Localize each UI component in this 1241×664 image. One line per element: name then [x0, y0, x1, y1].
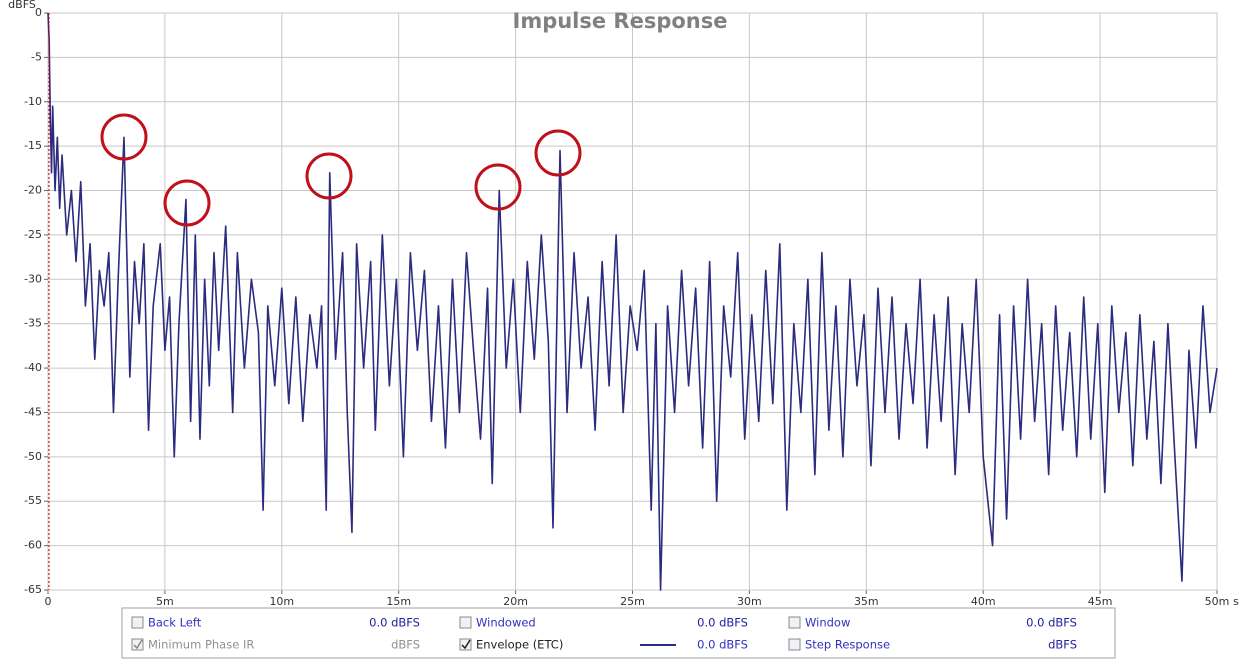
x-tick-label: 50m	[1205, 595, 1230, 608]
y-tick-label: -50	[24, 450, 42, 463]
x-tick-label: 25m	[620, 595, 645, 608]
highlight-circle	[163, 179, 211, 227]
legend: Back Left 0.0 dBFS Windowed 0.0 dBFS Window 0…	[131, 616, 1077, 652]
checkbox[interactable]	[131, 638, 144, 651]
x-tick-label: 10m	[269, 595, 294, 608]
checkbox[interactable]	[459, 638, 472, 651]
legend-panel	[121, 607, 1116, 659]
legend-label: Back Left	[148, 616, 202, 630]
y-tick-label: 0	[35, 6, 42, 19]
y-tick-label: -15	[24, 139, 42, 152]
legend-value: 0.0 dBFS	[369, 616, 420, 630]
legend-label: Envelope (ETC)	[476, 638, 563, 652]
y-tick-label: -60	[24, 539, 42, 552]
y-tick-label: -40	[24, 361, 42, 374]
y-tick-label: -10	[24, 95, 42, 108]
grid: 0 5m 10m 15m 20m 25m 30m 35m 40m 45m 50m 0 -5 -10 -15 -…	[24, 6, 1229, 608]
y-tick-label: -65	[24, 583, 42, 596]
checkbox[interactable]	[788, 616, 801, 629]
checkmark	[133, 639, 143, 650]
highlight-circle	[305, 152, 353, 200]
y-tick-label: -45	[24, 405, 42, 418]
legend-label: Minimum Phase IR	[148, 638, 254, 652]
checkbox[interactable]	[459, 616, 472, 629]
y-tick-label: -20	[24, 184, 42, 197]
legend-value: 0.0 dBFS	[1026, 616, 1077, 630]
legend-value: 0.0 dBFS	[697, 616, 748, 630]
x-tick-label: 5m	[156, 595, 174, 608]
y-tick-label: -30	[24, 272, 42, 285]
legend-value: 0.0 dBFS	[697, 638, 748, 652]
y-tick-label: -5	[31, 50, 42, 63]
annotations	[100, 113, 582, 227]
x-tick-label: 0	[45, 595, 52, 608]
checkbox[interactable]	[788, 638, 801, 651]
series-line	[47, 12, 1218, 591]
checkbox[interactable]	[131, 616, 144, 629]
x-tick-label: 35m	[854, 595, 879, 608]
legend-value: dBFS	[391, 638, 420, 652]
x-axis-label: s	[1233, 595, 1239, 608]
checkmark	[461, 639, 471, 650]
legend-label: Window	[805, 616, 850, 630]
x-tick-label: 30m	[737, 595, 762, 608]
y-tick-label: -55	[24, 494, 42, 507]
highlight-circle	[100, 113, 148, 161]
x-tick-label: 15m	[386, 595, 411, 608]
legend-label: Windowed	[476, 616, 536, 630]
x-tick-label: 40m	[971, 595, 996, 608]
x-tick-label: 45m	[1088, 595, 1113, 608]
highlight-circle	[474, 163, 522, 211]
plot	[47, 12, 1218, 591]
y-axis-label: dBFS	[8, 0, 36, 11]
y-tick-label: -35	[24, 317, 42, 330]
legend-value: dBFS	[1048, 638, 1077, 652]
x-tick-label: 20m	[503, 595, 528, 608]
highlight-circle	[534, 129, 582, 177]
chart-title: Impulse Response	[513, 9, 728, 33]
legend-label: Step Response	[805, 638, 890, 652]
y-tick-label: -25	[24, 228, 42, 241]
